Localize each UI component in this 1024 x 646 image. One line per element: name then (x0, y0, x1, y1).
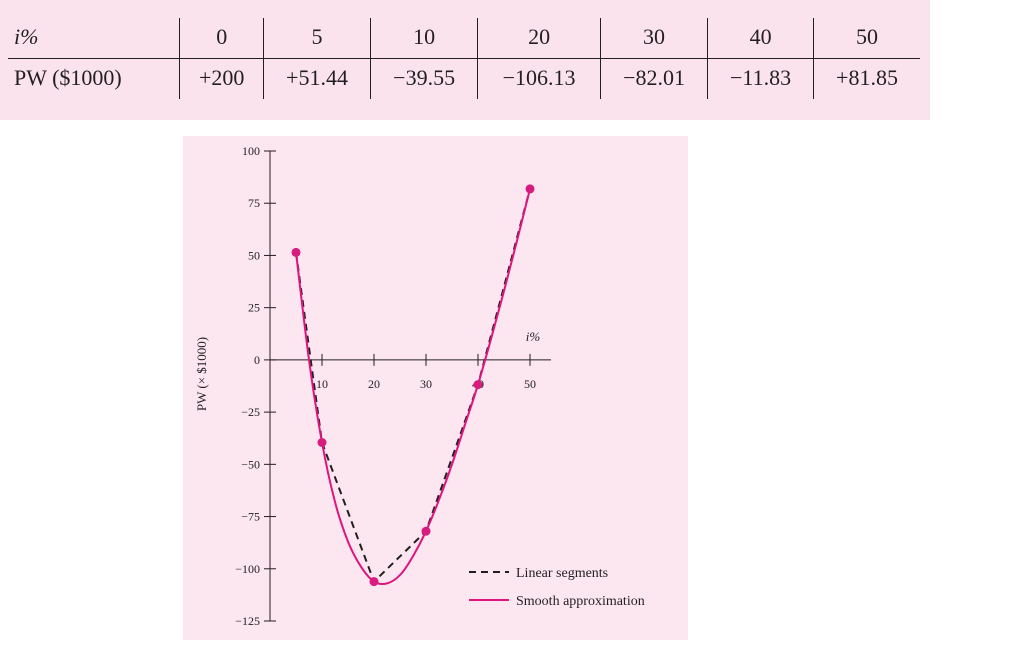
data-point (317, 438, 327, 448)
legend: Linear segments Smooth approximation (469, 566, 645, 609)
legend-label-linear: Linear segments (516, 566, 608, 581)
table-header-row: i% 0 5 10 20 30 40 50 (8, 18, 920, 59)
series-layer (295, 188, 531, 586)
data-points (291, 184, 535, 587)
x-tick-label: 20 (368, 377, 380, 391)
table-pw-row: PW ($1000) +200 +51.44 −39.55 −106.13 −8… (8, 58, 920, 99)
y-axis-label: PW (× $1000) (194, 337, 209, 411)
pw-cell: +81.85 (813, 58, 920, 99)
x-tick-label: 50 (524, 377, 536, 391)
y-tick-label: 25 (248, 301, 260, 315)
pw-row-label: PW ($1000) (14, 65, 122, 90)
pw-cell: −11.83 (707, 58, 814, 99)
y-tick-label: 50 (248, 248, 260, 262)
rate-cell: 30 (599, 18, 708, 59)
data-point (369, 577, 379, 587)
y-tick-label: −100 (235, 562, 260, 576)
pw-cell: −106.13 (477, 58, 601, 99)
axis-labels: PW (× $1000) i% (194, 329, 540, 411)
series-line-smooth (295, 188, 531, 586)
pw-table: i% 0 5 10 20 30 40 50 PW ($1000) +200 +5… (8, 18, 920, 99)
rate-header-cell: i% (8, 18, 180, 59)
x-tick-label: 10 (316, 377, 328, 391)
pw-cell: +51.44 (262, 58, 371, 99)
pw-cell: +200 (179, 58, 264, 99)
data-point (473, 380, 483, 390)
y-tick-label: 100 (242, 144, 260, 158)
legend-label-smooth: Smooth approximation (516, 594, 645, 609)
rate-cell: 50 (813, 18, 920, 59)
rate-cell: 20 (477, 18, 601, 59)
pw-cell: −39.55 (370, 58, 478, 99)
y-tick-label: −125 (235, 614, 260, 628)
rate-cell: 40 (707, 18, 814, 59)
y-tick-label: 75 (248, 196, 260, 210)
rate-cell: 10 (370, 18, 478, 59)
y-tick-label: −25 (241, 405, 260, 419)
data-point (291, 247, 301, 257)
x-axis-label: i% (526, 329, 541, 344)
y-tick-label: 0 (254, 353, 260, 367)
data-point (525, 184, 535, 194)
y-tick-label: −75 (241, 510, 260, 524)
x-tick-label: 30 (420, 377, 432, 391)
series-line-linear (295, 188, 531, 584)
y-tick-label: −50 (241, 457, 260, 471)
rate-cell: 0 (179, 18, 264, 59)
pw-table-panel: i% 0 5 10 20 30 40 50 PW ($1000) +200 +5… (0, 0, 930, 120)
pw-cell: −82.01 (599, 58, 708, 99)
data-point (421, 526, 431, 536)
rate-cell: 5 (262, 18, 371, 59)
